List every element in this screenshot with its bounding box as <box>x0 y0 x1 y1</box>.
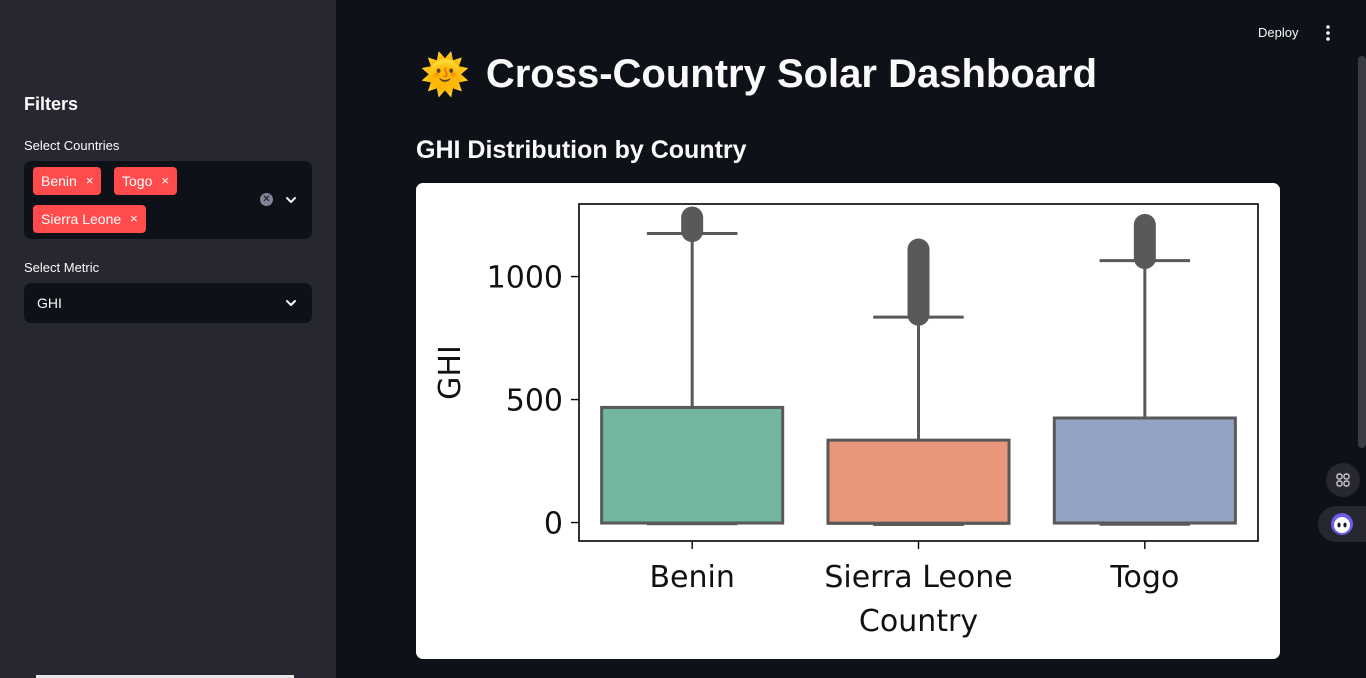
chevron-down-icon[interactable] <box>283 192 299 208</box>
chip-remove-icon[interactable]: × <box>130 211 138 226</box>
metric-select-value: GHI <box>37 295 62 311</box>
chip-benin: Benin × <box>33 167 102 195</box>
box-togo <box>1052 416 1237 525</box>
y-tick-label: 500 <box>506 384 563 419</box>
chart-subheader: GHI Distribution by Country <box>416 136 747 164</box>
chevron-down-icon[interactable] <box>283 295 299 311</box>
outlier-cluster <box>681 206 704 243</box>
x-tick-label: Benin <box>649 560 734 595</box>
box-plot-chart: 0 500 1000 Benin Sierra Leone Togo Country GHI <box>433 203 1259 639</box>
page-title: 🌞 Cross-Country Solar Dashboard <box>420 52 1097 97</box>
sidebar: Filters Select Countries Benin × Togo × … <box>0 0 336 678</box>
y-tick-label: 0 <box>544 507 563 542</box>
x-tick-label: Togo <box>1109 560 1179 595</box>
command-grid-button[interactable] <box>1326 463 1360 497</box>
metric-select[interactable]: GHI <box>24 283 312 323</box>
countries-multiselect[interactable]: Benin × Togo × Sierra Leone × ✕ <box>24 161 312 239</box>
outlier-cluster <box>907 238 930 326</box>
chip-label: Sierra Leone <box>41 211 122 227</box>
chip-label: Togo <box>122 173 153 189</box>
deploy-button[interactable]: Deploy <box>1258 25 1299 40</box>
chip-label: Benin <box>41 173 77 189</box>
scrollbar-thumb[interactable] <box>1358 56 1366 448</box>
chip-togo: Togo × <box>114 167 177 195</box>
clear-all-icon[interactable]: ✕ <box>260 193 273 206</box>
x-tick-label: Sierra Leone <box>824 560 1012 595</box>
chip-remove-icon[interactable]: × <box>85 173 94 188</box>
chart-card: 0 500 1000 Benin Sierra Leone Togo Country GHI <box>416 183 1280 659</box>
box-sierra-leone <box>826 438 1011 525</box>
y-axis-label: GHI <box>433 345 468 400</box>
horizontal-scrollbar[interactable] <box>36 675 294 678</box>
x-axis-label: Country <box>859 604 978 639</box>
assistant-bot-icon <box>1331 513 1353 535</box>
y-tick-label: 1000 <box>487 261 563 296</box>
more-vertical-icon[interactable] <box>1318 23 1338 43</box>
metric-label: Select Metric <box>24 260 100 275</box>
sun-icon: 🌞 <box>420 52 470 97</box>
sidebar-title: Filters <box>24 94 79 114</box>
chip-sierra-leone: Sierra Leone × <box>33 205 146 233</box>
box-benin <box>600 405 785 525</box>
outlier-cluster <box>1133 213 1156 270</box>
page-title-text: Cross-Country Solar Dashboard <box>485 52 1098 96</box>
countries-label: Select Countries <box>24 138 120 153</box>
chip-remove-icon[interactable]: × <box>161 173 169 188</box>
command-icon <box>1336 473 1350 487</box>
assistant-button[interactable] <box>1318 506 1366 542</box>
